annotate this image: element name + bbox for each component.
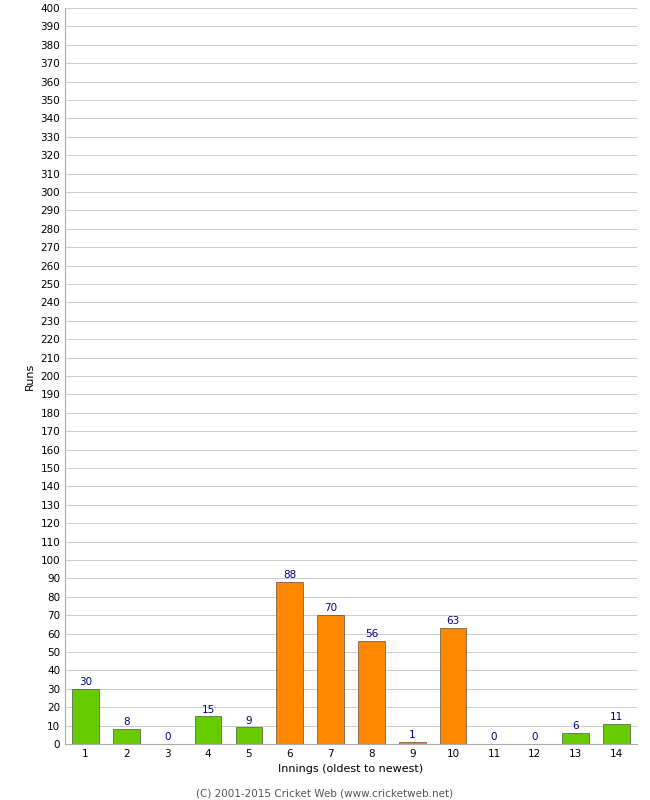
Text: 30: 30 [79,677,92,687]
Bar [113,730,140,744]
Bar [235,727,262,744]
Bar [603,724,630,744]
Text: 11: 11 [610,712,623,722]
Text: 70: 70 [324,603,337,614]
Text: 0: 0 [491,732,497,742]
Text: 9: 9 [246,715,252,726]
Bar [358,641,385,744]
Text: 0: 0 [532,732,538,742]
Bar [562,733,589,744]
Text: 6: 6 [573,721,579,731]
Bar [276,582,303,744]
Text: 8: 8 [123,718,129,727]
X-axis label: Innings (oldest to newest): Innings (oldest to newest) [278,765,424,774]
Text: 15: 15 [202,705,214,714]
Y-axis label: Runs: Runs [25,362,35,390]
Text: 0: 0 [164,732,170,742]
Text: 56: 56 [365,629,378,639]
Bar [195,717,221,744]
Bar [317,615,344,744]
Text: 63: 63 [447,616,460,626]
Bar [399,742,426,744]
Bar [72,689,99,744]
Text: 1: 1 [409,730,415,740]
Text: (C) 2001-2015 Cricket Web (www.cricketweb.net): (C) 2001-2015 Cricket Web (www.cricketwe… [196,788,454,798]
Text: 88: 88 [283,570,296,580]
Bar [440,628,467,744]
